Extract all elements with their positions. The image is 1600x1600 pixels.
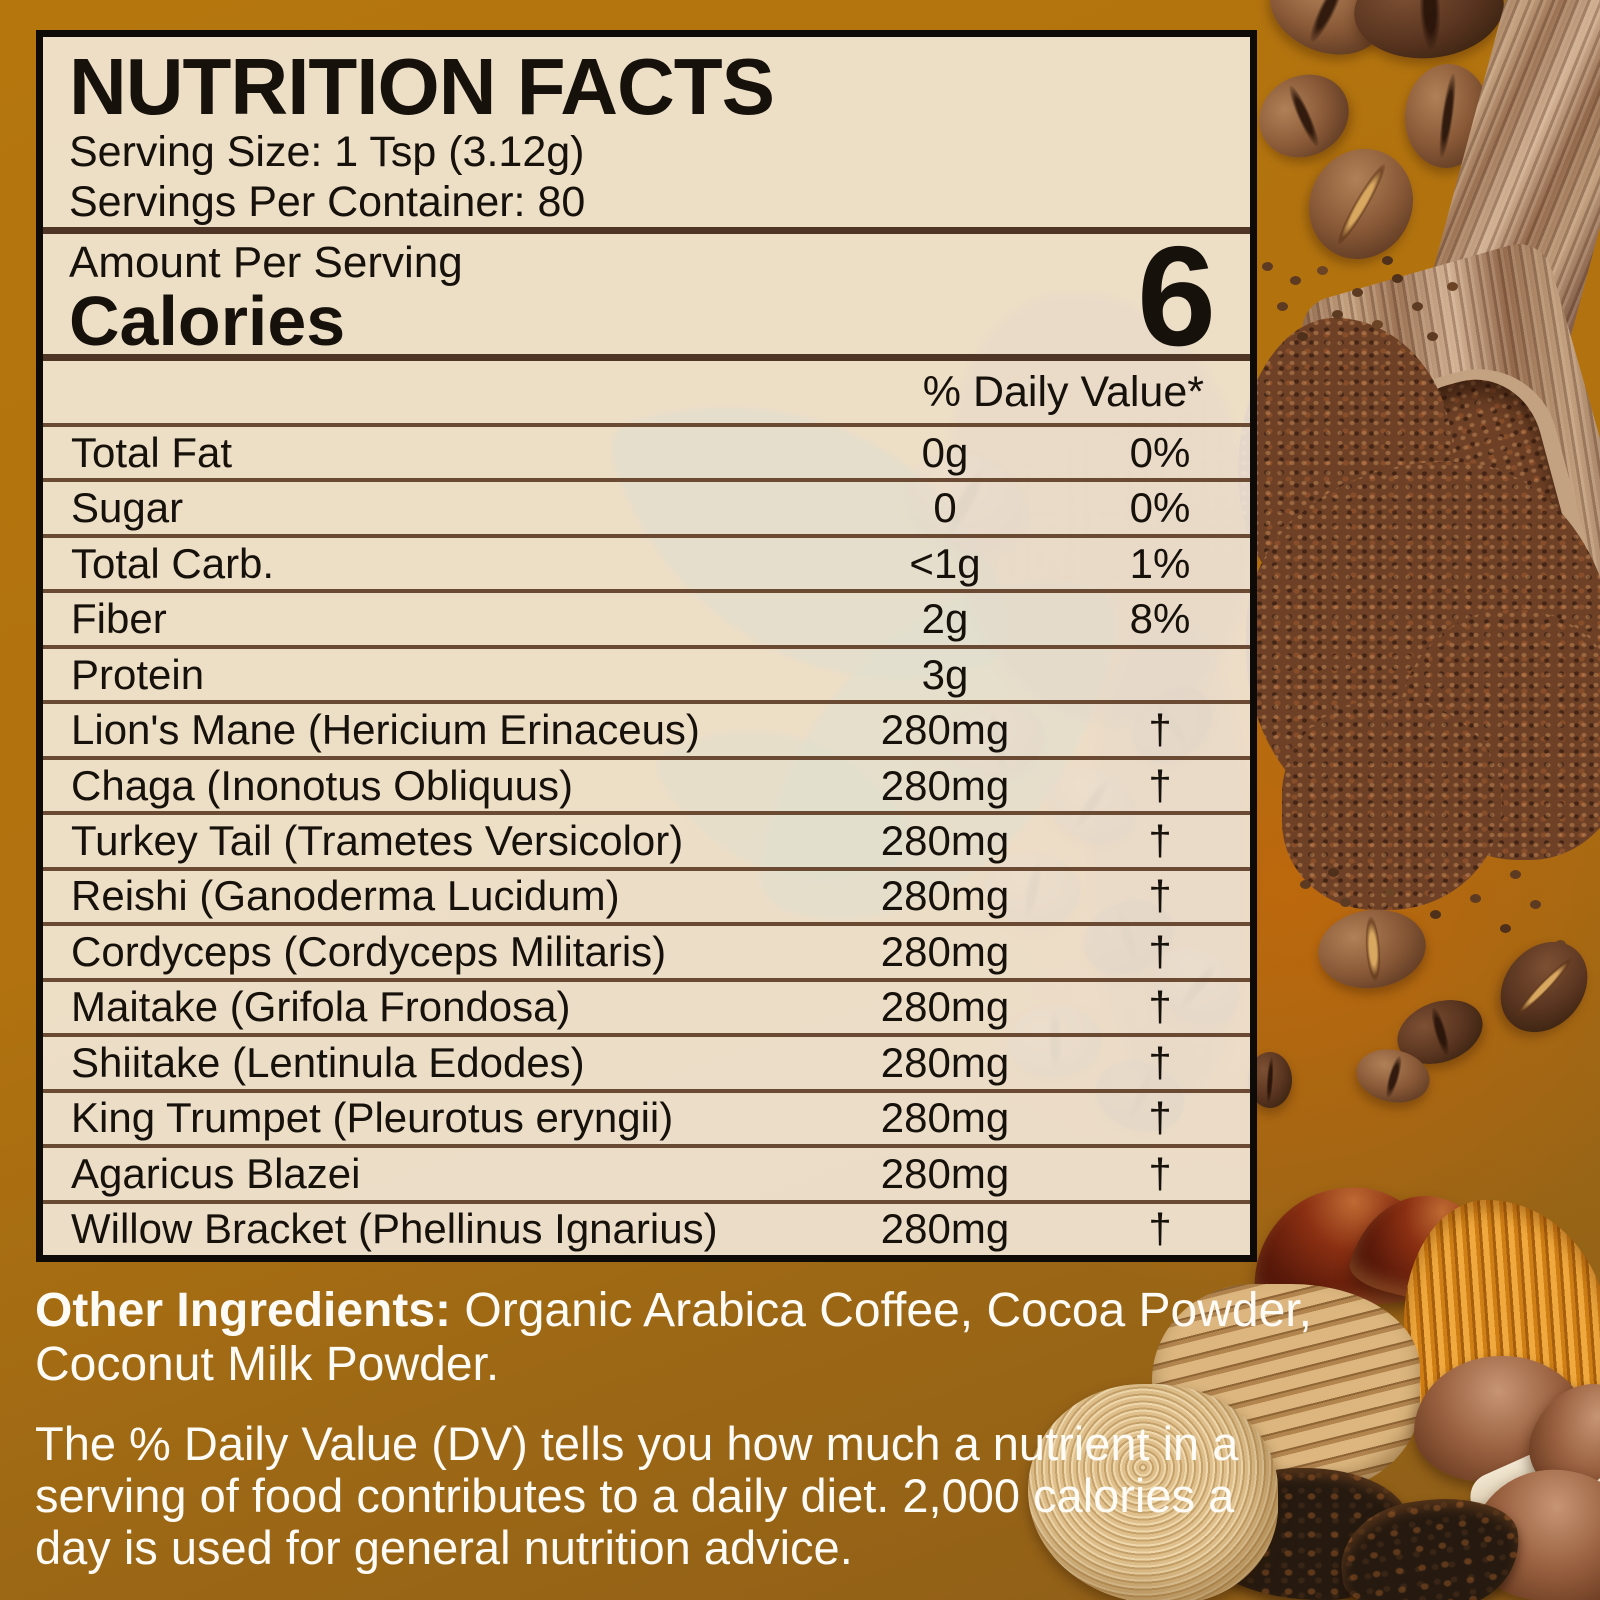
- nutrient-name: Willow Bracket (Phellinus Ignarius): [71, 1205, 718, 1253]
- calories-label: Calories: [69, 282, 346, 360]
- coffee-bean: [1349, 0, 1509, 66]
- other-ingredients-line1: Other Ingredients: Organic Arabica Coffe…: [35, 1284, 1575, 1338]
- panel-title: NUTRITION FACTS: [69, 42, 775, 131]
- nutrient-table: Total Fat 0g 0% Sugar 0 0% Total Carb. <1g 1% Fib…: [43, 423, 1250, 1255]
- nutrient-amount: <1g: [909, 539, 981, 587]
- table-row: King Trumpet (Pleurotus eryngii) 280mg †: [43, 1088, 1250, 1144]
- panel-header: NUTRITION FACTS Serving Size: 1 Tsp (3.1…: [43, 37, 1250, 227]
- daily-value-note: The % Daily Value (DV) tells you how muc…: [35, 1417, 1239, 1574]
- table-row: Fiber 2g 8%: [43, 589, 1250, 644]
- other-ingredients-line2: Coconut Milk Powder.: [35, 1338, 500, 1391]
- table-row: Total Fat 0g 0%: [43, 423, 1250, 478]
- section-divider: [43, 227, 1250, 234]
- nutrient-name: Fiber: [71, 595, 167, 643]
- nutrient-dv: †: [1148, 1205, 1172, 1253]
- nutrient-name: Sugar: [71, 484, 184, 532]
- nutrient-dv: †: [1148, 927, 1172, 975]
- cracked-coffee-bean: [1482, 924, 1600, 1050]
- other-ingredients: Other Ingredients: Organic Arabica Coffe…: [35, 1284, 1575, 1392]
- servings-per-container: Servings Per Container: 80: [69, 178, 586, 226]
- nutrient-amount: 280mg: [880, 817, 1010, 865]
- nutrient-amount: 280mg: [880, 1149, 1010, 1197]
- coffee-grounds-spray: [1262, 262, 1273, 271]
- nutrient-name: Shiitake (Lentinula Edodes): [71, 1038, 585, 1086]
- nutrient-dv: 0%: [1129, 428, 1191, 476]
- table-row: Lion's Mane (Hericium Erinaceus) 280mg †: [43, 700, 1250, 755]
- nutrient-dv: †: [1148, 817, 1172, 865]
- nutrient-amount: 280mg: [880, 983, 1010, 1031]
- nutrient-dv: †: [1148, 983, 1172, 1031]
- nutrient-name: Total Fat: [71, 428, 233, 476]
- nutrient-amount: 280mg: [880, 706, 1010, 754]
- nutrient-dv: †: [1148, 872, 1172, 920]
- nutrient-amount: 280mg: [880, 1205, 1010, 1253]
- nutrient-amount: 280mg: [880, 1038, 1010, 1086]
- nutrient-amount: 2g: [921, 595, 969, 643]
- nutrient-dv: 1%: [1129, 539, 1191, 587]
- nutrient-name: Cordyceps (Cordyceps Militaris): [71, 927, 667, 975]
- daily-value-header-row: % Daily Value*: [43, 361, 1250, 423]
- nutrient-dv: 8%: [1129, 595, 1191, 643]
- nutrient-name: Total Carb.: [71, 539, 275, 587]
- table-row: Cordyceps (Cordyceps Militaris) 280mg †: [43, 922, 1250, 977]
- coffee-grounds-spray: [1300, 880, 1311, 889]
- serving-size: Serving Size: 1 Tsp (3.12g): [69, 128, 585, 176]
- table-row: Shiitake (Lentinula Edodes) 280mg †: [43, 1033, 1250, 1088]
- footer: Other Ingredients: Organic Arabica Coffe…: [35, 1284, 1575, 1574]
- nutrient-amount: 0: [933, 484, 957, 532]
- nutrient-amount: 280mg: [880, 761, 1010, 809]
- daily-value-header: % Daily Value*: [922, 367, 1204, 416]
- nutrient-name: Protein: [71, 650, 205, 698]
- nutrient-name: Turkey Tail (Trametes Versicolor): [71, 817, 684, 865]
- nutrient-dv: †: [1148, 706, 1172, 754]
- table-row: Sugar 0 0%: [43, 478, 1250, 533]
- nutrient-name: Chaga (Inonotus Obliquus): [71, 761, 573, 809]
- nutrient-name: King Trumpet (Pleurotus eryngii): [71, 1094, 674, 1142]
- table-row: Willow Bracket (Phellinus Ignarius) 280mg…: [43, 1199, 1250, 1255]
- table-row: Total Carb. <1g 1%: [43, 533, 1250, 589]
- nutrient-amount: 280mg: [880, 927, 1010, 975]
- nutrient-name: Lion's Mane (Hericium Erinaceus): [71, 706, 700, 754]
- table-row: Maitake (Grifola Frondosa) 280mg †: [43, 977, 1250, 1033]
- nutrient-name: Maitake (Grifola Frondosa): [71, 983, 571, 1031]
- table-row: Chaga (Inonotus Obliquus) 280mg †: [43, 755, 1250, 811]
- calories-section: Amount Per Serving Calories 6: [43, 217, 1250, 376]
- nutrient-dv: †: [1148, 1094, 1172, 1142]
- table-row: Agaricus Blazei 280mg †: [43, 1144, 1250, 1199]
- other-ingredients-label: Other Ingredients:: [35, 1284, 452, 1337]
- calories-value: 6: [1137, 217, 1216, 376]
- nutrient-name: Reishi (Ganoderma Lucidum): [71, 872, 620, 920]
- nutrient-dv: †: [1148, 761, 1172, 809]
- nutrient-dv: †: [1148, 1149, 1172, 1197]
- nutrition-facts-panel: NUTRITION FACTS Serving Size: 1 Tsp (3.1…: [36, 30, 1257, 1262]
- nutrient-dv: †: [1148, 1038, 1172, 1086]
- amount-per-serving-label: Amount Per Serving: [69, 238, 463, 287]
- other-ingredients-text: Organic Arabica Coffee, Cocoa Powder,: [451, 1284, 1312, 1337]
- nutrient-amount: 3g: [921, 650, 969, 698]
- table-row: Protein 3g: [43, 644, 1250, 700]
- table-row: Turkey Tail (Trametes Versicolor) 280mg †: [43, 811, 1250, 866]
- section-divider: [43, 354, 1250, 361]
- nutrient-amount: 280mg: [880, 1094, 1010, 1142]
- nutrient-name: Agaricus Blazei: [71, 1149, 361, 1197]
- nutrient-amount: 0g: [921, 428, 969, 476]
- coffee-grounds-pile: [1282, 700, 1502, 910]
- nutrient-dv: 0%: [1129, 484, 1191, 532]
- lions-mane-mushroom: [1028, 1384, 1278, 1600]
- table-row: Reishi (Ganoderma Lucidum) 280mg †: [43, 866, 1250, 922]
- cracked-coffee-bean: [1313, 902, 1431, 996]
- nutrient-amount: 280mg: [880, 872, 1010, 920]
